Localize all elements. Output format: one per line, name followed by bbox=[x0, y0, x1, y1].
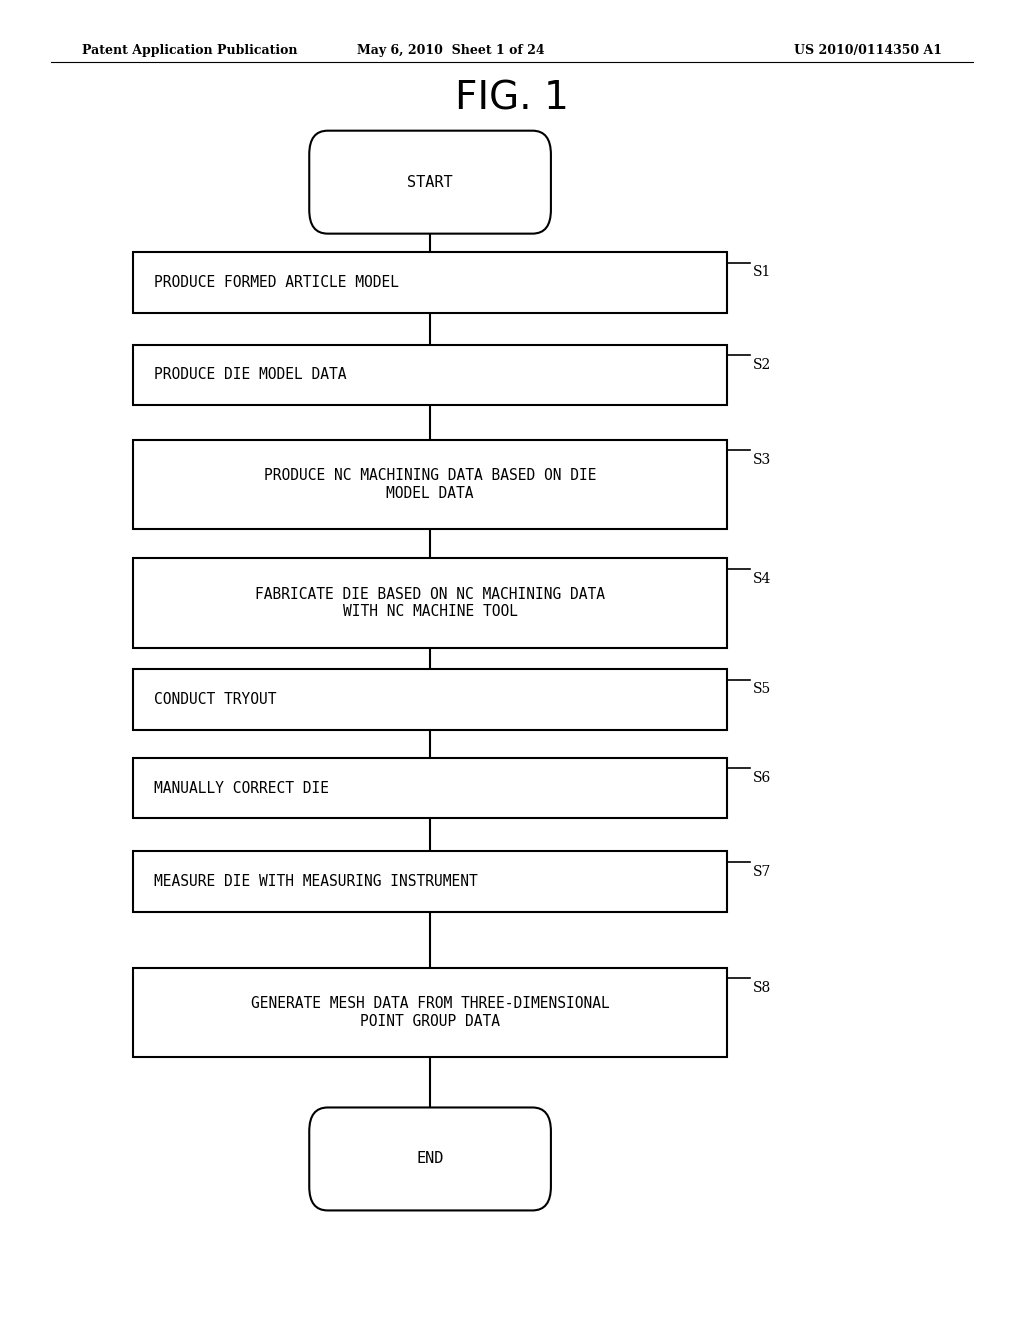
Bar bbox=[133, 968, 727, 1057]
Text: CONDUCT TRYOUT: CONDUCT TRYOUT bbox=[154, 692, 276, 708]
Text: START: START bbox=[408, 174, 453, 190]
Text: PRODUCE FORMED ARTICLE MODEL: PRODUCE FORMED ARTICLE MODEL bbox=[154, 275, 398, 290]
Text: S1: S1 bbox=[753, 265, 771, 280]
Text: May 6, 2010  Sheet 1 of 24: May 6, 2010 Sheet 1 of 24 bbox=[356, 44, 545, 57]
Text: S6: S6 bbox=[753, 771, 771, 785]
Text: PRODUCE NC MACHINING DATA BASED ON DIE
MODEL DATA: PRODUCE NC MACHINING DATA BASED ON DIE M… bbox=[264, 469, 596, 500]
Bar bbox=[133, 440, 727, 529]
Text: Patent Application Publication: Patent Application Publication bbox=[82, 44, 297, 57]
Text: S2: S2 bbox=[753, 358, 771, 372]
Bar bbox=[133, 345, 727, 405]
Text: FABRICATE DIE BASED ON NC MACHINING DATA
WITH NC MACHINE TOOL: FABRICATE DIE BASED ON NC MACHINING DATA… bbox=[255, 587, 605, 619]
Bar bbox=[133, 669, 727, 730]
Text: PRODUCE DIE MODEL DATA: PRODUCE DIE MODEL DATA bbox=[154, 367, 346, 383]
Text: GENERATE MESH DATA FROM THREE-DIMENSIONAL
POINT GROUP DATA: GENERATE MESH DATA FROM THREE-DIMENSIONA… bbox=[251, 997, 609, 1028]
Text: S4: S4 bbox=[753, 572, 771, 586]
Text: END: END bbox=[417, 1151, 443, 1167]
Text: S5: S5 bbox=[753, 682, 771, 697]
Text: S8: S8 bbox=[753, 981, 771, 995]
Text: MEASURE DIE WITH MEASURING INSTRUMENT: MEASURE DIE WITH MEASURING INSTRUMENT bbox=[154, 874, 477, 890]
FancyBboxPatch shape bbox=[309, 1107, 551, 1210]
Text: MANUALLY CORRECT DIE: MANUALLY CORRECT DIE bbox=[154, 780, 329, 796]
Text: S7: S7 bbox=[753, 865, 771, 879]
Text: FIG. 1: FIG. 1 bbox=[455, 81, 569, 117]
Bar bbox=[133, 252, 727, 313]
Text: S3: S3 bbox=[753, 453, 771, 467]
FancyBboxPatch shape bbox=[309, 131, 551, 234]
Bar bbox=[133, 851, 727, 912]
Bar bbox=[133, 758, 727, 818]
Text: US 2010/0114350 A1: US 2010/0114350 A1 bbox=[794, 44, 942, 57]
Bar bbox=[133, 558, 727, 648]
